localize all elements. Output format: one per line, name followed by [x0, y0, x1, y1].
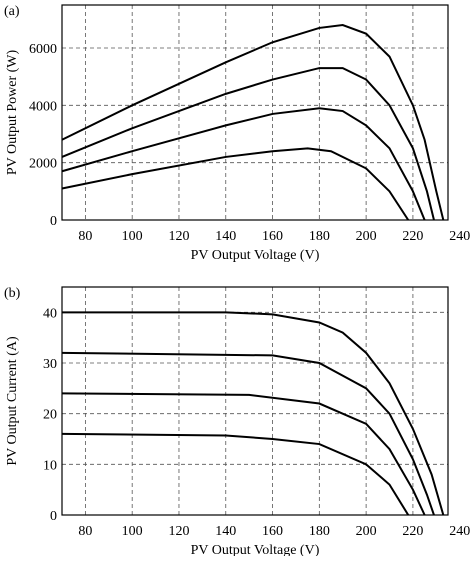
curve [61, 107, 426, 221]
x-tick-label: 220 [402, 229, 423, 244]
y-tick-label: 0 [50, 214, 57, 229]
y-tick-label: 40 [43, 306, 57, 321]
x-axis-label: PV Output Voltage (V) [191, 543, 320, 556]
y-tick-label: 0 [50, 509, 57, 524]
x-tick-label: 120 [168, 524, 189, 539]
x-tick-label: 220 [402, 524, 423, 539]
y-axis-label: PV Output Current (A) [5, 336, 20, 466]
panel-label: (b) [4, 286, 21, 301]
x-tick-label: 180 [309, 524, 330, 539]
x-tick-label: 200 [356, 524, 377, 539]
curve [61, 432, 410, 516]
y-tick-label: 6000 [29, 42, 57, 57]
curve [61, 67, 435, 221]
x-tick-label: 160 [262, 524, 283, 539]
x-axis-label: PV Output Voltage (V) [191, 248, 320, 263]
panel-label: (a) [4, 4, 20, 19]
curve [61, 147, 410, 221]
curve [61, 392, 426, 516]
plot-frame [61, 4, 449, 221]
x-tick-label: 180 [309, 229, 330, 244]
x-tick-label: 240 [449, 524, 470, 539]
x-tick-label: 140 [215, 229, 236, 244]
x-tick-label: 140 [215, 524, 236, 539]
curve [61, 24, 445, 221]
x-tick-label: 100 [122, 524, 143, 539]
y-tick-label: 30 [43, 357, 57, 372]
curve [62, 311, 445, 516]
y-tick-label: 20 [43, 408, 57, 423]
y-tick-label: 10 [43, 458, 57, 473]
x-tick-label: 100 [122, 229, 143, 244]
y-axis-label: PV Output Power (W) [5, 49, 20, 175]
curve [61, 351, 435, 516]
x-tick-label: 240 [449, 229, 470, 244]
plot-frame [61, 286, 449, 516]
x-tick-label: 160 [262, 229, 283, 244]
y-tick-label: 4000 [29, 99, 57, 114]
x-tick-label: 80 [78, 524, 92, 539]
x-tick-label: 120 [168, 229, 189, 244]
x-tick-label: 200 [356, 229, 377, 244]
y-tick-label: 2000 [29, 157, 57, 172]
x-tick-label: 80 [78, 229, 92, 244]
